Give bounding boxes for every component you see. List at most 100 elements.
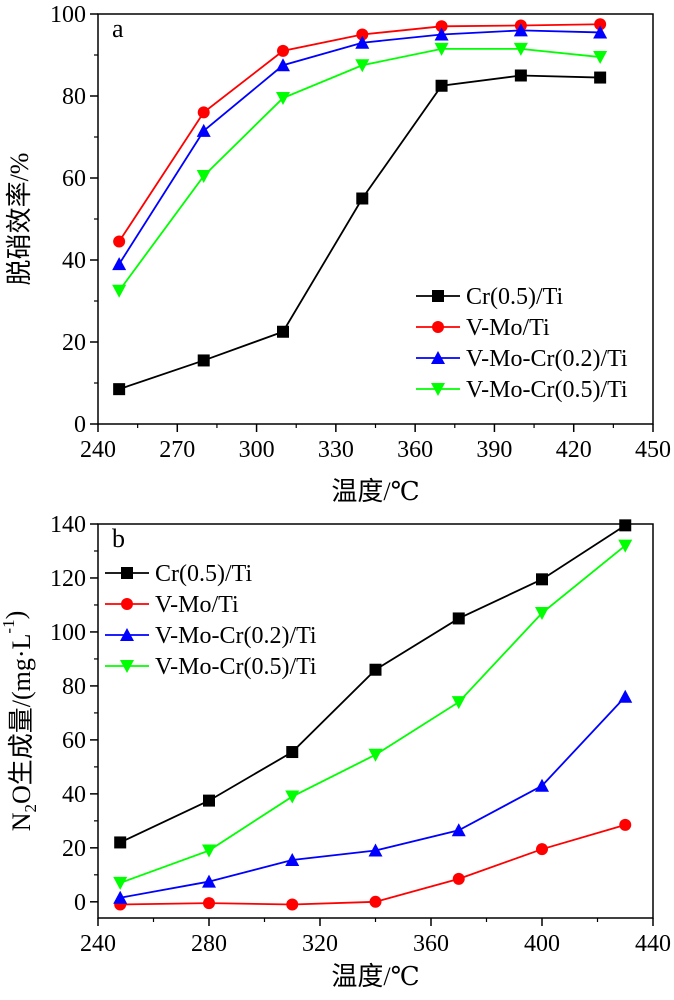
data-point: [536, 573, 548, 586]
data-point: [196, 169, 211, 183]
series-line: [118, 23, 601, 243]
data-point: [355, 35, 370, 49]
x-tick-label: 300: [239, 437, 275, 463]
legend-marker: [431, 351, 445, 364]
y-tick-label: 40: [62, 248, 86, 274]
y-tick-label: 0: [74, 890, 86, 916]
legend-marker: [120, 660, 134, 673]
data-point: [112, 257, 127, 271]
data-point: [197, 354, 210, 367]
data-point: [514, 69, 527, 82]
panel-label: b: [112, 524, 125, 553]
chart-panel-a: 240 270 300 330 360 390 420 450 0 20 40 60 80 100 a 温度/…: [5, 2, 671, 506]
data-point: [593, 51, 608, 65]
y-tick-label: 100: [50, 620, 86, 646]
legend-label: V-Mo-Cr(0.2)/Ti: [155, 623, 317, 649]
y-axis-label: N2O生成量/(mg·L-1): [0, 611, 40, 832]
legend-marker: [120, 628, 134, 641]
x-tick-label: 240: [80, 437, 116, 463]
data-point: [114, 836, 127, 849]
y-tick-label: 20: [62, 330, 86, 356]
x-tick-label: 440: [635, 931, 671, 957]
legend-marker: [432, 321, 444, 333]
data-point: [451, 823, 466, 837]
y-tick-label: 20: [62, 836, 86, 862]
data-point: [435, 79, 448, 92]
y-tick-label: 120: [50, 566, 86, 592]
y-tick-label: 80: [62, 674, 86, 700]
y-tick-label: 60: [62, 728, 86, 754]
legend-label: V-Mo-Cr(0.2)/Ti: [466, 346, 628, 372]
y-axis-label-part: ): [1, 611, 30, 620]
data-point: [452, 612, 465, 625]
data-point: [356, 192, 369, 205]
series-line: [118, 74, 601, 391]
data-point: [203, 794, 215, 807]
data-point: [286, 898, 299, 911]
data-point: [277, 325, 289, 338]
legend-label: Cr(0.5)/Ti: [155, 561, 252, 587]
x-tick-label: 450: [635, 437, 671, 463]
data-point: [285, 790, 300, 804]
y-tick-label: 40: [62, 782, 86, 808]
series-line: [120, 696, 626, 899]
data-point: [594, 18, 607, 31]
data-point: [202, 874, 216, 888]
y-tick-label: 0: [74, 412, 86, 438]
legend-label: Cr(0.5)/Ti: [466, 284, 563, 310]
data-point: [535, 607, 549, 621]
y-tick-label: 60: [62, 166, 86, 192]
x-tick-label: 320: [302, 931, 338, 957]
y-axis-label: 脱硝效率/%: [5, 153, 34, 286]
x-tick-label: 360: [397, 437, 433, 463]
data-point: [202, 844, 216, 858]
data-point: [276, 58, 290, 72]
data-point: [618, 539, 633, 553]
y-axis-label-part: N: [7, 812, 36, 831]
x-tick-label: 280: [191, 931, 227, 957]
data-point: [197, 106, 210, 119]
panel-label: a: [112, 14, 124, 43]
data-point: [276, 92, 290, 106]
x-tick-label: 270: [159, 437, 195, 463]
data-point: [277, 44, 289, 57]
data-point: [434, 42, 449, 56]
series-line: [118, 47, 601, 292]
data-point: [619, 818, 632, 831]
data-point: [619, 519, 632, 532]
data-point: [355, 59, 370, 73]
x-tick-label: 240: [80, 931, 116, 957]
data-point: [368, 843, 383, 857]
x-tick-label: 400: [524, 931, 560, 957]
x-axis-label: 温度/℃: [331, 962, 419, 991]
x-tick-label: 390: [476, 437, 512, 463]
data-point: [434, 27, 449, 41]
data-point: [196, 123, 211, 137]
data-point: [286, 746, 299, 759]
legend-marker: [432, 290, 444, 302]
legend-marker: [431, 383, 445, 396]
data-point: [113, 876, 128, 890]
x-tick-label: 330: [318, 437, 354, 463]
data-point: [369, 895, 382, 908]
x-tick-label: 420: [556, 437, 592, 463]
data-point: [285, 852, 300, 866]
data-point: [618, 689, 633, 703]
legend-label: V-Mo-Cr(0.5)/Ti: [466, 377, 628, 403]
legend-label: V-Mo/Ti: [155, 592, 239, 618]
legend-marker: [121, 598, 133, 610]
series-line: [120, 824, 626, 906]
data-point: [113, 235, 126, 248]
y-axis-label-part: -1: [0, 619, 18, 633]
data-point: [369, 663, 382, 676]
data-point: [451, 696, 466, 710]
y-axis-label-part: O生成量/(mg·L: [7, 634, 36, 804]
data-point: [535, 778, 549, 792]
data-point: [513, 23, 528, 37]
x-tick-label: 360: [413, 931, 449, 957]
data-point: [536, 843, 548, 856]
chart-panel-b: 240 280 320 360 400 440 0 20 40 60 80 100 120 140 b 温度/…: [0, 512, 671, 991]
legend-label: V-Mo/Ti: [466, 315, 550, 341]
y-tick-label: 100: [50, 2, 86, 28]
